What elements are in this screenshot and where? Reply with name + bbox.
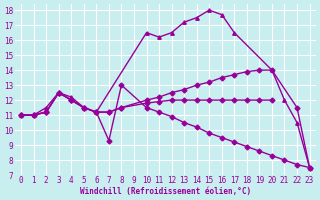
X-axis label: Windchill (Refroidissement éolien,°C): Windchill (Refroidissement éolien,°C) [80,187,251,196]
